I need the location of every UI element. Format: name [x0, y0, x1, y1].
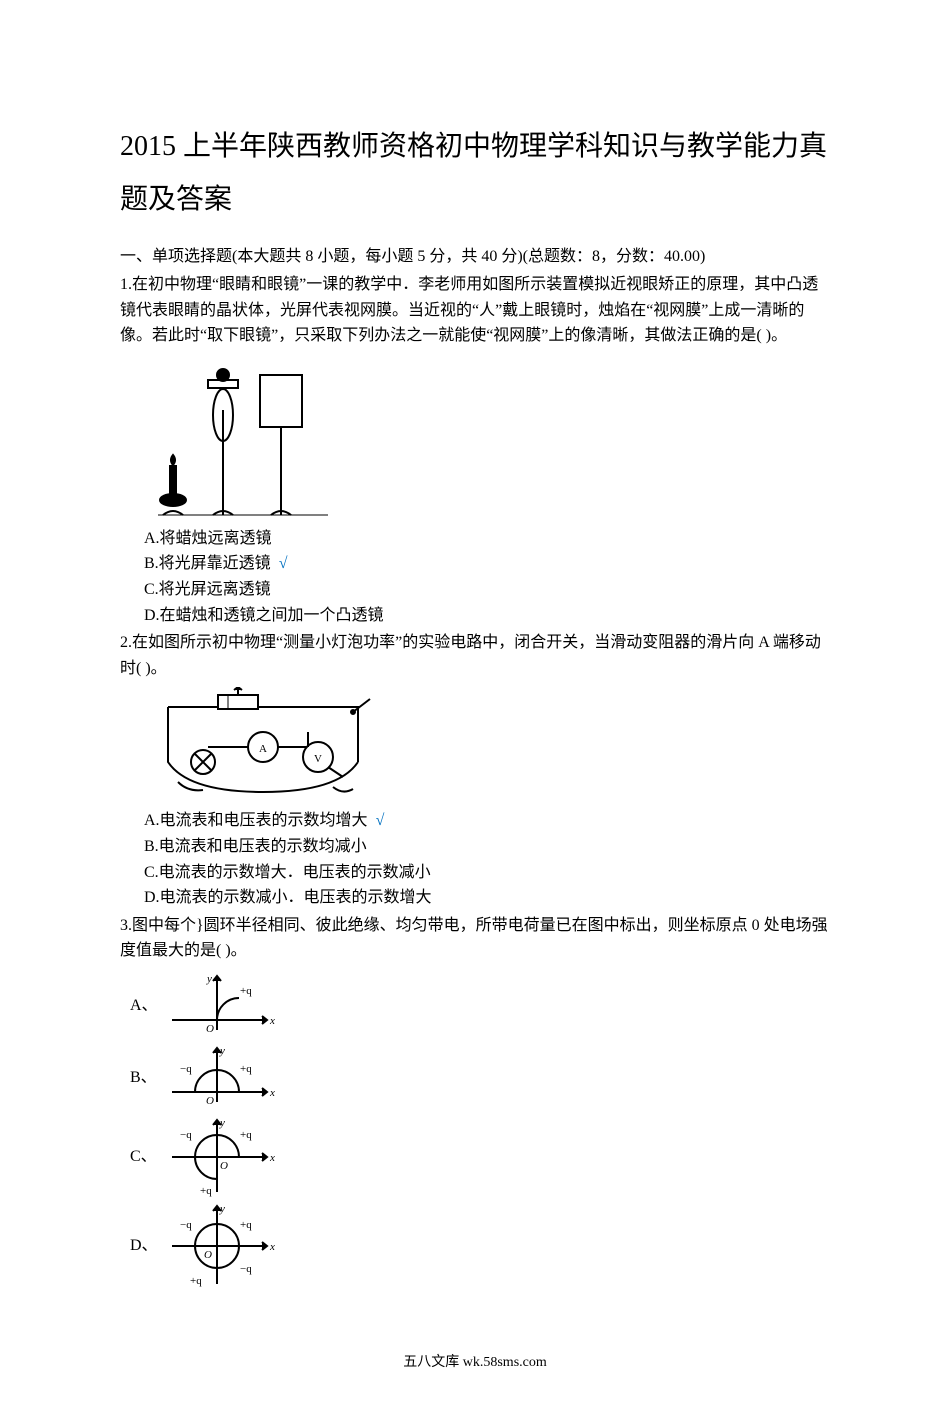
q1-option-a: A.将蜡烛远离透镜	[120, 526, 830, 552]
charge-label: −q	[180, 1219, 192, 1231]
charge-label: +q	[240, 1129, 252, 1141]
q2-option-a: A.电流表和电压表的示数均增大 √	[120, 808, 830, 834]
page: 2015 上半年陕西教师资格初中物理学科知识与教学能力真题及答案 一、单项选择题…	[0, 0, 950, 1414]
q1-option-b-text: B.将光屏靠近透镜	[144, 555, 271, 572]
exam-title: 2015 上半年陕西教师资格初中物理学科知识与教学能力真题及答案	[120, 120, 830, 226]
charge-label: −q	[240, 1263, 252, 1275]
q2-option-c-text: C.电流表的示数增大．电压表的示数减小	[144, 864, 431, 881]
q1-option-c-text: C.将光屏远离透镜	[144, 581, 271, 598]
q1-option-b: B.将光屏靠近透镜 √	[120, 551, 830, 577]
question-2-stem: 2.在如图所示初中物理“测量小灯泡功率”的实验电路中，闭合开关，当滑动变阻器的滑…	[120, 630, 830, 681]
axis-y-label: y	[219, 1203, 225, 1215]
axis-y-label: y	[219, 1045, 225, 1057]
charge-label: −q	[180, 1129, 192, 1141]
page-footer: 五八文库 wk.58sms.com	[120, 1352, 830, 1374]
axis-x-label: x	[269, 1015, 275, 1027]
section-heading: 一、单项选择题(本大题共 8 小题，每小题 5 分，共 40 分)(总题数：8，…	[120, 244, 830, 270]
q2-option-b: B.电流表和电压表的示数均减小	[120, 834, 830, 860]
q3-label-a: A、	[130, 993, 162, 1019]
charge-label: +q	[240, 1219, 252, 1231]
q1-option-a-text: A.将蜡烛远离透镜	[144, 530, 272, 547]
axis-x-label: x	[269, 1087, 275, 1099]
q1-option-c: C.将光屏远离透镜	[120, 577, 830, 603]
origin-label: O	[206, 1095, 214, 1107]
q3-label-c: C、	[130, 1144, 162, 1170]
q1-option-d: D.在蜡烛和透镜之间加一个凸透镜	[120, 603, 830, 629]
ring-diagram-b-icon: x y O +q −q	[162, 1042, 282, 1114]
question-1-figure	[148, 355, 830, 520]
origin-label: O	[206, 1023, 214, 1035]
check-mark-icon: √	[376, 812, 385, 829]
circuit-diagram-icon: A V	[148, 687, 378, 802]
origin-label: O	[204, 1249, 212, 1261]
charge-label: +q	[240, 1063, 252, 1075]
q2-option-d-text: D.电流表的示数减小．电压表的示数增大	[144, 889, 432, 906]
check-mark-icon: √	[279, 555, 288, 572]
optics-diagram-icon	[148, 355, 338, 520]
ring-diagram-c-icon: x y O +q −q +q	[162, 1114, 282, 1200]
origin-label: O	[220, 1160, 228, 1172]
q3-label-d: D、	[130, 1233, 162, 1259]
charge-label: +q	[240, 985, 252, 997]
question-1-stem: 1.在初中物理“眼睛和眼镜”一课的教学中．李老师用如图所示装置模拟近视眼矫正的原…	[120, 272, 830, 349]
q2-option-c: C.电流表的示数增大．电压表的示数减小	[120, 860, 830, 886]
ring-diagram-d-icon: x y O +q −q −q +q	[162, 1200, 282, 1292]
charge-label: −q	[180, 1063, 192, 1075]
question-2-figure: A V	[148, 687, 830, 802]
charge-label: +q	[200, 1185, 212, 1197]
ring-diagram-a-icon: x y O +q	[162, 970, 282, 1042]
axis-y-label: y	[206, 973, 212, 985]
q2-option-d: D.电流表的示数减小．电压表的示数增大	[120, 885, 830, 911]
axis-x-label: x	[269, 1152, 275, 1164]
q1-option-d-text: D.在蜡烛和透镜之间加一个凸透镜	[144, 607, 384, 624]
q2-option-b-text: B.电流表和电压表的示数均减小	[144, 838, 367, 855]
question-3-figure: A、 x y O +q B、 x	[130, 970, 830, 1292]
axis-y-label: y	[219, 1117, 225, 1129]
charge-label: +q	[190, 1275, 202, 1287]
q3-label-b: B、	[130, 1065, 162, 1091]
q2-option-a-text: A.电流表和电压表的示数均增大	[144, 812, 368, 829]
axis-x-label: x	[269, 1241, 275, 1253]
question-3-stem: 3.图中每个}圆环半径相同、彼此绝缘、均匀带电，所带电荷量已在图中标出，则坐标原…	[120, 913, 830, 964]
svg-text:A: A	[259, 743, 267, 755]
svg-text:V: V	[314, 753, 322, 765]
